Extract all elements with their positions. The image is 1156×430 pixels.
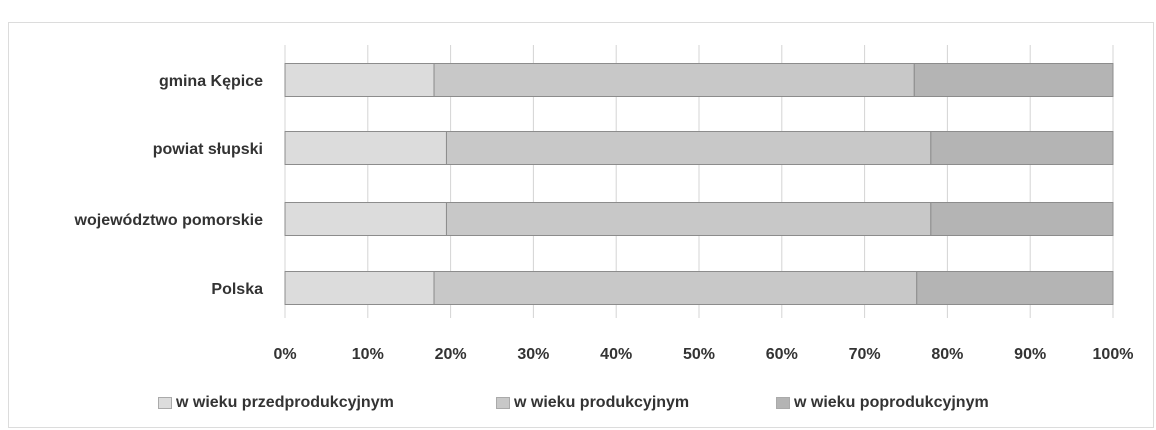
legend-item: w wieku przedprodukcyjnym [158,394,394,412]
legend-swatch [496,397,510,409]
category-label: powiat słupski [153,141,263,158]
legend-label: w wieku poprodukcyjnym [794,394,989,411]
category-label: gmina Kępice [159,73,263,90]
chart-panel-border [8,22,1154,428]
x-tick-label: 80% [931,346,963,363]
x-tick-label: 60% [766,346,798,363]
category-label: województwo pomorskie [74,212,264,229]
bar-segment [913,63,1114,97]
bar-segment [930,202,1114,236]
bar-segment [284,63,435,97]
x-tick-label: 0% [273,346,296,363]
category-label: Polska [211,281,263,298]
legend-label: w wieku produkcyjnym [514,394,690,411]
bar-segment [930,131,1114,165]
legend-item: w wieku produkcyjnym [496,394,689,412]
bar-segment [433,271,918,305]
x-tick-label: 90% [1014,346,1046,363]
bar-segment [284,271,435,305]
x-tick-label: 20% [435,346,467,363]
x-tick-label: 30% [517,346,549,363]
legend-item: w wieku poprodukcyjnym [776,394,989,412]
legend-swatch [776,397,790,409]
bar-segment [445,131,932,165]
bar-segment [284,131,447,165]
legend-label: w wieku przedprodukcyjnym [176,394,394,411]
bar-segment [445,202,932,236]
bar-segment [433,63,915,97]
x-tick-label: 50% [683,346,715,363]
x-tick-label: 10% [352,346,384,363]
x-tick-label: 70% [849,346,881,363]
bar-segment [916,271,1114,305]
legend-swatch [158,397,172,409]
chart-legend: w wieku przedprodukcyjnym w wieku produkc… [0,394,1156,418]
x-tick-label: 100% [1093,346,1134,363]
bar-segment [284,202,447,236]
x-tick-label: 40% [600,346,632,363]
